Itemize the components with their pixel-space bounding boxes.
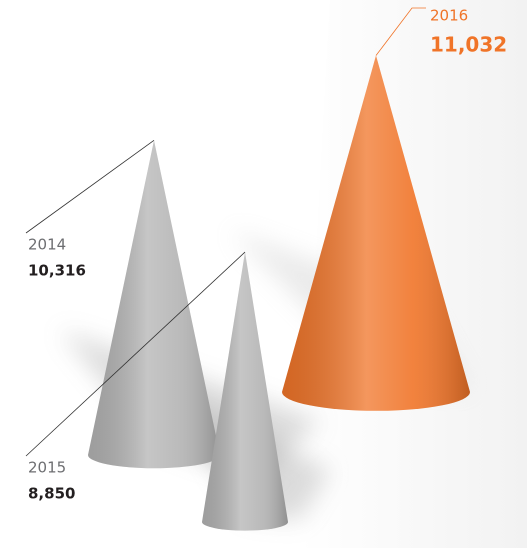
category-label: 2016 [430,7,468,25]
category-label: 2015 [28,459,66,477]
category-label: 2014 [28,236,66,254]
value-label: 11,032 [430,33,507,57]
leader-line [26,140,154,233]
chart: 2014 10,316 2015 8,850 2016 11,032 [0,0,527,548]
value-label: 8,850 [28,485,75,503]
value-label: 10,316 [28,262,86,280]
cone-shading [88,140,220,468]
